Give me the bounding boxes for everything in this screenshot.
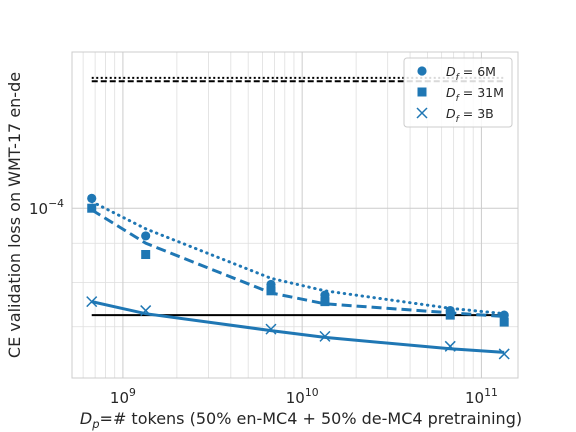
square-data-point: [445, 310, 455, 320]
x-data-point: [319, 330, 331, 342]
circle-data-point: [499, 310, 509, 320]
legend-box: [403, 57, 513, 128]
square-data-point: [141, 250, 151, 260]
data-markers: [86, 193, 510, 360]
major-grid: [72, 52, 518, 378]
square-data-point: [499, 317, 509, 327]
square-data-point: [266, 286, 276, 296]
x-data-point: [140, 305, 152, 317]
x-tick-labels: 109 1010 1011: [110, 386, 498, 407]
x-tick-label: 109: [110, 386, 136, 407]
minor-grid: [72, 52, 518, 379]
y-axis-label: CE validation loss on WMT-17 en-de: [5, 72, 24, 358]
legend-marker-circle: [417, 66, 427, 76]
fit-lines: [90, 200, 506, 354]
legend-marker-square: [417, 87, 427, 97]
x-data-point: [498, 348, 510, 360]
x-data-point: [444, 340, 456, 352]
x-axis-label: Dp=# tokens (50% en-MC4 + 50% de-MC4 pre…: [80, 409, 522, 431]
plot-area: [71, 51, 519, 379]
fit-line: [91, 300, 505, 354]
x-data-point: [86, 296, 98, 308]
fit-line: [90, 200, 506, 316]
y-tick-label: 10−4: [29, 197, 64, 218]
circle-data-point: [141, 231, 151, 241]
fit-line: [90, 208, 505, 318]
y-tick-labels: 10−4: [29, 197, 64, 218]
x-tick-label: 1010: [286, 386, 319, 407]
circle-data-point: [87, 193, 97, 203]
square-data-point: [320, 297, 330, 307]
legend-label: Df = 31M: [446, 85, 504, 104]
legend-label: Df = 6M: [446, 64, 496, 83]
legend-marker-x: [416, 107, 428, 119]
legend: Df = 6M Df = 31M Df = 3B: [403, 57, 513, 128]
x-tick-label: 1011: [465, 386, 498, 407]
legend-label: Df = 3B: [446, 106, 494, 125]
square-data-point: [87, 203, 97, 213]
x-data-point: [265, 323, 277, 335]
